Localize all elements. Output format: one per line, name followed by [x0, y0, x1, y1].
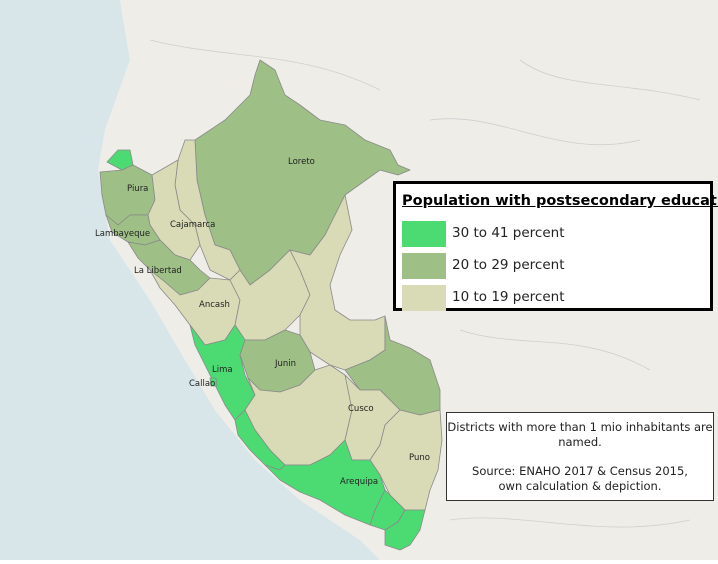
- legend-swatch-high: [402, 221, 446, 247]
- terrain-roads: [149, 39, 701, 528]
- label-piura: Piura: [127, 184, 148, 194]
- label-la-libertad: La Libertad: [134, 266, 182, 276]
- note-line-4: own calculation & depiction.: [498, 479, 662, 493]
- ocean-area: [0, 0, 380, 560]
- label-loreto: Loreto: [288, 157, 315, 167]
- label-ancash: Ancash: [199, 300, 230, 310]
- legend-label-low: 10 to 19 percent: [452, 289, 565, 305]
- label-arequipa: Arequipa: [340, 477, 378, 487]
- legend-box: Population with postsecondary education …: [393, 181, 718, 311]
- legend-swatch-mid: [402, 253, 446, 279]
- source-note: Districts with more than 1 mio inhabitan…: [446, 412, 714, 501]
- region-arequipa[interactable]: [264, 439, 386, 526]
- note-line-2: named.: [558, 435, 602, 449]
- label-callao: Callao: [189, 379, 215, 389]
- label-cusco: Cusco: [348, 404, 374, 414]
- label-lambayeque: Lambayeque: [95, 229, 150, 239]
- legend-label-mid: 20 to 29 percent: [452, 257, 565, 273]
- label-puno: Puno: [409, 453, 430, 463]
- legend-label-high: 30 to 41 percent: [452, 225, 565, 241]
- region-callao[interactable]: [209, 377, 218, 387]
- legend-title: Population with postsecondary education: [402, 193, 718, 209]
- legend-swatch-low: [402, 285, 446, 311]
- label-cajamarca: Cajamarca: [170, 220, 215, 230]
- region-ucayali[interactable]: [289, 194, 386, 371]
- label-junin: Junin: [274, 359, 296, 369]
- label-lima: Lima: [212, 365, 233, 375]
- region-lambayeque[interactable]: [105, 214, 161, 246]
- note-line-1: Districts with more than 1 mio inhabitan…: [447, 420, 713, 434]
- region-tumbes[interactable]: [106, 149, 134, 171]
- note-line-3: Source: ENAHO 2017 & Census 2015,: [472, 464, 688, 478]
- region-tacna[interactable]: [384, 509, 426, 551]
